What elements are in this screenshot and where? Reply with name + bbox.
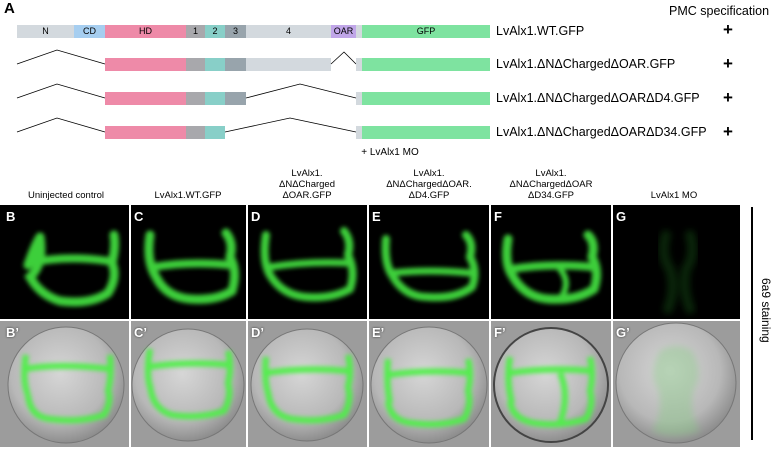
column-heading-dnchoar-d4: LvAlx1. ΔNΔChargedΔOAR. ΔD4.GFP bbox=[386, 168, 472, 201]
spec-plus-dnchoar-d34: + bbox=[723, 122, 733, 141]
domain-gfp bbox=[362, 25, 490, 38]
column-heading-uninjected: Uninjected control bbox=[27, 190, 105, 201]
spec-plus-dnchoar-d4: + bbox=[723, 88, 733, 107]
construct-label-wt: LvAlx1.WT.GFP bbox=[496, 24, 585, 38]
panel-g-faint-signal bbox=[658, 230, 698, 314]
construct-diagram bbox=[16, 25, 490, 139]
domain-cd bbox=[74, 25, 105, 38]
domain-label-hd: HD bbox=[139, 26, 152, 36]
construct-row-wt bbox=[17, 25, 490, 38]
column-heading-mo: LvAlx1 MO bbox=[650, 190, 698, 201]
domain-label-gfp: GFP bbox=[416, 26, 436, 36]
panel-b-pmc-pattern bbox=[23, 230, 120, 307]
panel-letter-c-prime: C’ bbox=[134, 325, 147, 340]
panel-letter-c: C bbox=[134, 209, 144, 224]
panel-letter-g: G bbox=[616, 209, 627, 224]
column-heading-dnchoar-d34: LvAlx1. ΔNΔChargedΔOAR ΔD34.GFP bbox=[509, 168, 593, 201]
panel-letter-g-prime: G’ bbox=[616, 325, 630, 340]
panel-letter-d-prime: D’ bbox=[251, 325, 264, 340]
panel-letter-d: D bbox=[251, 209, 261, 224]
domain-label-2: 2 bbox=[212, 26, 218, 36]
domain-2 bbox=[205, 25, 225, 38]
staining-bracket bbox=[751, 207, 753, 440]
pmc-specification-header: PMC specification bbox=[669, 4, 770, 18]
domain-label-1: 1 bbox=[192, 26, 198, 36]
construct-row-dnchoar-d4 bbox=[16, 83, 490, 105]
panel-letter-f: F bbox=[494, 209, 502, 224]
panel-c-pmc-pattern bbox=[144, 228, 240, 304]
domain-label-oar: OAR bbox=[333, 26, 354, 36]
spec-plus-dnchoar: + bbox=[723, 54, 733, 73]
spec-plus-wt: + bbox=[723, 20, 733, 39]
panel-d-pmc-pattern bbox=[260, 227, 357, 302]
domain-hd bbox=[105, 25, 186, 38]
domain-1 bbox=[186, 25, 205, 38]
panel-e-pmc-pattern bbox=[381, 231, 479, 302]
domain-label-n: N bbox=[42, 26, 49, 36]
panel-letter-b-prime: B’ bbox=[6, 325, 19, 340]
construct-label-dnchoar-d34: LvAlx1.ΔNΔChargedΔOARΔD34.GFP bbox=[496, 125, 707, 139]
construct-row-dnchoar-d34 bbox=[16, 117, 490, 139]
domain-label-3: 3 bbox=[232, 26, 238, 36]
micrograph-grid bbox=[0, 205, 740, 447]
domain-4 bbox=[246, 25, 331, 38]
domain-label-4: 4 bbox=[285, 26, 291, 36]
dic-row bbox=[7, 322, 737, 444]
panel-f-pmc-pattern bbox=[502, 230, 602, 304]
column-heading-dnchoar: LvAlx1. ΔNΔCharged ΔOAR.GFP bbox=[279, 168, 335, 201]
staining-side-label: 6a9 staining bbox=[759, 278, 773, 343]
column-heading-wt: LvAlx1.WT.GFP bbox=[154, 190, 222, 201]
panel-letter-e-prime: E’ bbox=[372, 325, 385, 340]
panel-letter-b: B bbox=[6, 209, 16, 224]
construct-label-dnchoar: LvAlx1.ΔNΔChargedΔOAR.GFP bbox=[496, 57, 676, 71]
construct-row-dnchoar bbox=[16, 49, 490, 71]
domain-n bbox=[17, 25, 74, 38]
panel-letter-f-prime: F’ bbox=[494, 325, 506, 340]
domain-oar bbox=[331, 25, 356, 38]
construct-label-dnchoar-d4: LvAlx1.ΔNΔChargedΔOARΔD4.GFP bbox=[496, 91, 700, 105]
fluorescence-row bbox=[23, 227, 698, 314]
mo-label: + LvAlx1 MO bbox=[361, 147, 419, 158]
domain-spacer bbox=[356, 25, 362, 38]
panel-letter-e: E bbox=[372, 209, 381, 224]
domain-label-cd: CD bbox=[83, 26, 96, 36]
domain-3 bbox=[225, 25, 246, 38]
panel-a-letter: A bbox=[4, 0, 15, 17]
